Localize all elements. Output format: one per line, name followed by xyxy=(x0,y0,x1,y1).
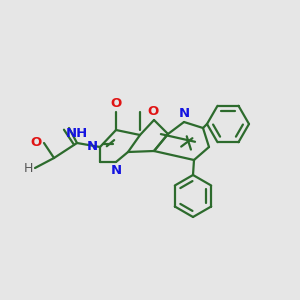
Text: O: O xyxy=(31,136,42,149)
Text: N: N xyxy=(178,107,190,120)
Text: H: H xyxy=(24,161,33,175)
Text: O: O xyxy=(147,105,159,118)
Text: N: N xyxy=(87,140,98,154)
Text: N: N xyxy=(110,164,122,177)
Text: O: O xyxy=(110,97,122,110)
Text: NH: NH xyxy=(66,127,88,140)
